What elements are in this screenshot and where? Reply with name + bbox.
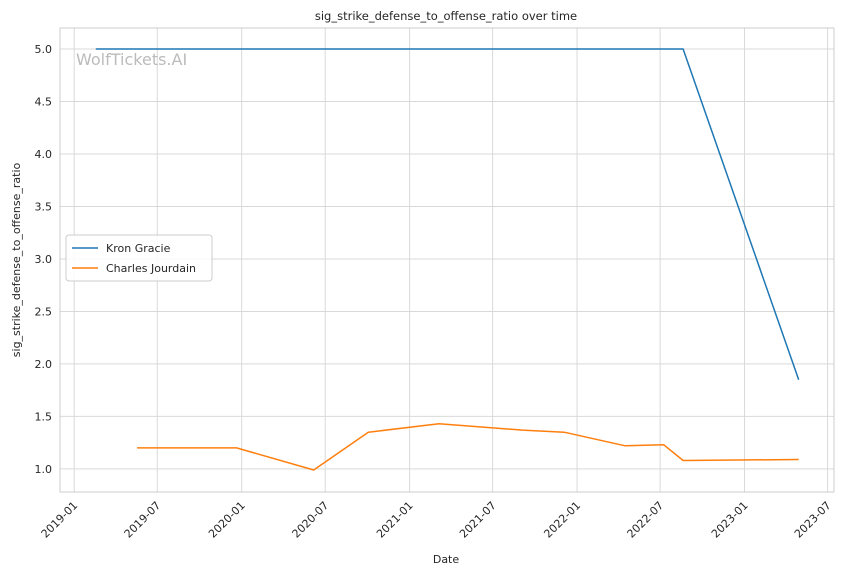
x-axis-label: Date xyxy=(433,553,460,566)
y-tick-label: 4.0 xyxy=(35,148,53,161)
x-tick-label: 2020-07 xyxy=(290,499,332,541)
series-line-kron-gracie xyxy=(95,48,800,380)
y-axis-label: sig_strike_defense_to_offense_ratio xyxy=(10,163,23,358)
x-tick-label: 2019-01 xyxy=(39,499,81,541)
series-line-charles-jourdain xyxy=(137,423,799,471)
x-tick-labels: 2019-01 2019-07 2020-01 2020-07 2021-01 2021-… xyxy=(39,499,834,541)
y-tick-label: 5.0 xyxy=(35,43,53,56)
x-tick-label: 2023-01 xyxy=(709,499,751,541)
x-tick-label: 2019-07 xyxy=(122,499,164,541)
watermark-text: WolfTickets.AI xyxy=(76,50,187,69)
y-tick-label: 1.5 xyxy=(35,410,53,423)
x-tick-label: 2023-07 xyxy=(792,499,834,541)
x-tick-label: 2020-01 xyxy=(206,499,248,541)
plot-area xyxy=(59,27,835,493)
legend-label-charles-jourdain: Charles Jourdain xyxy=(106,262,196,275)
legend-label-kron-gracie: Kron Gracie xyxy=(106,242,171,255)
grid xyxy=(60,28,834,492)
y-tick-label: 2.5 xyxy=(35,305,53,318)
chart-title: sig_strike_defense_to_offense_ratio over… xyxy=(315,9,577,23)
legend-box xyxy=(65,234,213,282)
x-tick-label: 2021-01 xyxy=(374,499,416,541)
y-tick-label: 3.5 xyxy=(35,200,53,213)
y-tick-label: 3.0 xyxy=(35,253,53,266)
series-lines xyxy=(95,48,800,471)
y-tick-label: 4.5 xyxy=(35,95,53,108)
x-tick-label: 2022-01 xyxy=(541,499,583,541)
y-tick-labels: 1.0 1.5 2.0 2.5 3.0 3.5 4.0 4.5 5.0 xyxy=(35,43,53,476)
x-tick-label: 2022-07 xyxy=(625,499,667,541)
legend: Kron Gracie Charles Jourdain xyxy=(65,234,213,282)
x-tick-label: 2021-07 xyxy=(457,499,499,541)
y-tick-label: 1.0 xyxy=(35,463,53,476)
y-tick-label: 2.0 xyxy=(35,358,53,371)
